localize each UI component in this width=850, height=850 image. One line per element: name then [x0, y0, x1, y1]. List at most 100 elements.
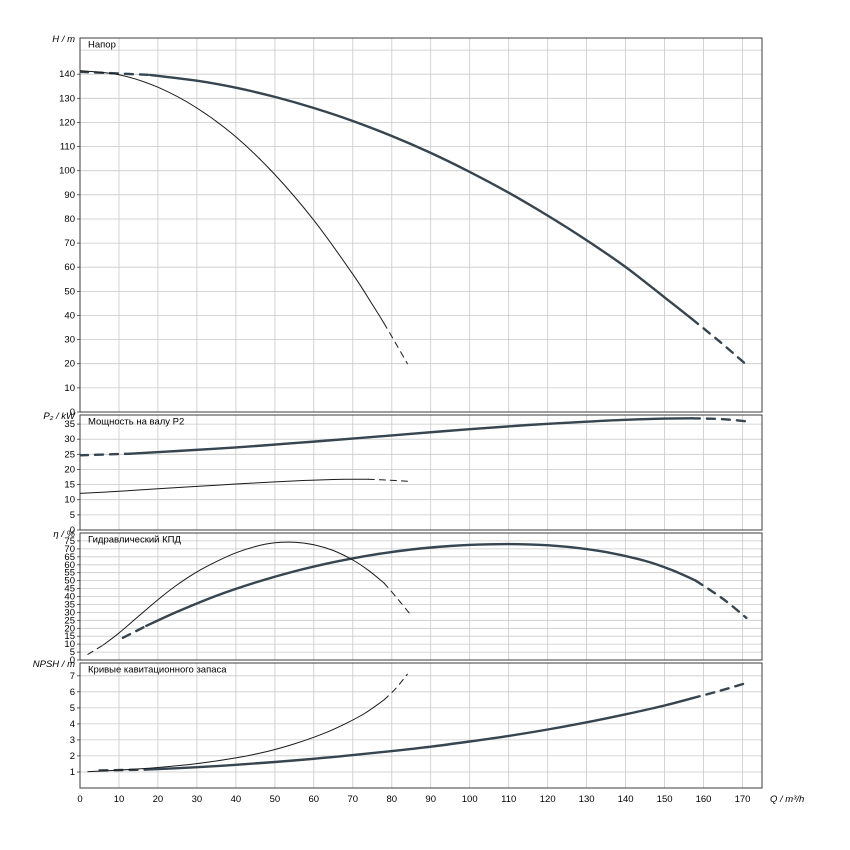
power-border [79, 414, 763, 531]
npsh-y-axis-label: NPSH / m [33, 659, 75, 670]
efficiency-border [79, 532, 763, 661]
x-tick-label: 20 [153, 794, 164, 805]
power-y-axis-label: P₂ / kW [43, 411, 76, 422]
power-y-tick-labels: 0 5 10 15 20 25 30 35 [64, 419, 80, 536]
head-thick-curve-dash-end [690, 317, 748, 366]
npsh-y-tick-label: 6 [70, 687, 75, 698]
efficiency-y-tick-label: 10 [64, 639, 75, 650]
efficiency-y-tick-label: 15 [64, 631, 75, 642]
x-tick-label: 60 [309, 794, 320, 805]
x-tick-label: 50 [270, 794, 281, 805]
power-y-tick-label: 35 [64, 419, 75, 430]
head-thin-curve-dash-end [383, 322, 408, 365]
efficiency-thick-curve-dash-end [694, 579, 748, 620]
efficiency-panel-title: Гидравлический КПД [88, 535, 181, 546]
head-gridlines [80, 38, 762, 412]
power-y-tick-label: 10 [64, 495, 75, 506]
head-thin-curve-solid [80, 70, 385, 324]
power-thick-curve-dash-end [690, 417, 752, 423]
efficiency-thick-curve-dash-start [121, 624, 148, 639]
npsh-gridlines [80, 663, 762, 788]
power-y-tick-label: 15 [64, 480, 75, 491]
power-y-tick-label: 0 [70, 525, 75, 536]
npsh-border [79, 662, 763, 789]
head-y-tick-label: 20 [64, 359, 75, 370]
efficiency-y-tick-label: 55 [64, 568, 75, 579]
x-tick-label: 160 [696, 794, 712, 805]
npsh-y-tick-labels: 1 2 3 4 5 6 7 [70, 671, 80, 778]
npsh-y-tick-label: 1 [70, 767, 75, 778]
efficiency-y-tick-label: 45 [64, 584, 75, 595]
power-y-tick-label: 20 [64, 465, 75, 476]
head-y-tick-label: 80 [64, 214, 75, 225]
power-thick-curve-solid [129, 417, 694, 455]
power-panel-title: Мощность на валу P2 [88, 417, 184, 428]
x-axis-label: Q / m³/h [770, 794, 804, 805]
panel-head: 0 10 20 30 40 50 60 70 80 90 100 110 120 130 140 H / m Н… [52, 34, 763, 418]
npsh-y-tick-label: 4 [70, 719, 75, 730]
efficiency-y-tick-label: 25 [64, 615, 75, 626]
head-y-tick-label: 100 [59, 166, 75, 177]
head-border [79, 37, 763, 413]
efficiency-thin-curve-dash-start [87, 644, 104, 655]
head-thick-curve-solid [148, 73, 694, 321]
efficiency-y-tick-label: 75 [64, 536, 75, 547]
x-tick-label: 100 [462, 794, 478, 805]
x-axis-labels: 0 10 20 30 40 50 60 70 80 90 100 110 120 130 140 150 160… [77, 794, 804, 805]
efficiency-curves [87, 541, 748, 655]
x-tick-label: 30 [192, 794, 203, 805]
x-tick-label: 90 [425, 794, 436, 805]
head-thick-curve-dash-start [80, 70, 152, 77]
npsh-thin-curve-solid [87, 699, 385, 773]
x-tick-label: 150 [657, 794, 673, 805]
x-tick-label: 110 [501, 794, 516, 805]
power-gridlines [80, 415, 762, 530]
npsh-curves [87, 673, 748, 773]
efficiency-y-tick-label: 40 [64, 592, 75, 603]
x-tick-label: 80 [387, 794, 398, 805]
head-y-axis-label: H / m [52, 34, 75, 45]
x-tick-label: 140 [618, 794, 634, 805]
x-tick-label: 170 [735, 794, 751, 805]
efficiency-y-tick-label: 30 [64, 607, 75, 618]
head-y-tick-label: 140 [59, 69, 75, 80]
head-y-tick-label: 30 [64, 335, 75, 346]
efficiency-y-tick-label: 50 [64, 576, 75, 587]
x-tick-label: 0 [77, 794, 82, 805]
efficiency-y-tick-label: 60 [64, 560, 75, 571]
head-y-tick-label: 60 [64, 262, 75, 273]
head-panel-title: Напор [88, 40, 116, 51]
efficiency-y-tick-label: 70 [64, 544, 75, 555]
npsh-thin-curve-dash-end [383, 673, 408, 701]
npsh-panel-title: Кривые кавитационного запаса [88, 665, 227, 676]
efficiency-y-axis-label: η / % [53, 529, 75, 540]
power-thin-curve-solid [80, 478, 369, 494]
head-y-tick-label: 0 [70, 407, 75, 418]
power-thin-curve-dash-end [367, 478, 408, 482]
power-y-tick-label: 5 [70, 510, 75, 521]
power-y-tick-label: 30 [64, 434, 75, 445]
x-tick-label: 70 [348, 794, 359, 805]
x-tick-label: 120 [540, 794, 556, 805]
npsh-y-tick-label: 7 [70, 671, 75, 682]
power-curves [80, 417, 752, 494]
npsh-thick-curve-dash-end [690, 681, 748, 700]
x-tick-label: 10 [114, 794, 125, 805]
head-y-tick-label: 110 [60, 142, 75, 153]
efficiency-y-tick-label: 20 [64, 623, 75, 634]
head-y-tick-label: 90 [64, 190, 75, 201]
npsh-y-tick-label: 2 [70, 751, 75, 762]
head-curves [80, 70, 748, 366]
power-thick-curve-dash-start [80, 452, 132, 457]
head-y-tick-label: 10 [64, 383, 75, 394]
x-tick-label: 40 [231, 794, 242, 805]
x-tick-label: 130 [579, 794, 595, 805]
efficiency-gridlines [80, 533, 762, 660]
npsh-y-tick-label: 5 [70, 703, 75, 714]
